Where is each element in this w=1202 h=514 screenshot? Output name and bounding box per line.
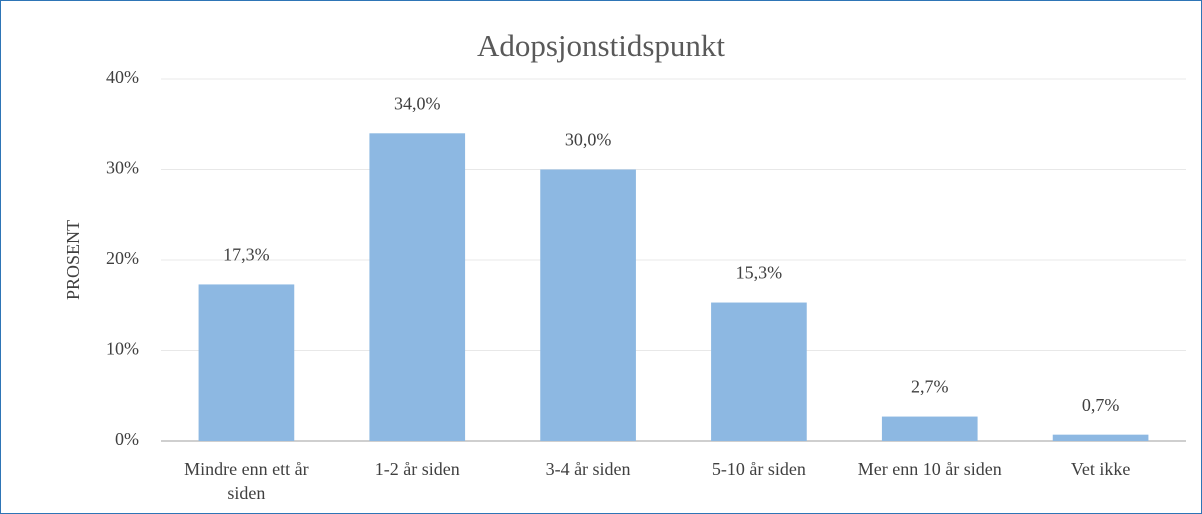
data-label: 0,7% [1082,395,1120,415]
y-tick-label: 20% [106,248,139,268]
x-tick-label: Mer enn 10 år siden [857,459,1002,479]
chart-title: Adopsjonstidspunkt [477,28,725,63]
bar [369,133,466,442]
x-tick-label: Mindre enn ett år siden [184,459,309,503]
y-tick-label: 0% [115,429,139,449]
x-tick-label: Vet ikke [1070,459,1131,479]
bar [1052,434,1149,441]
bar [881,416,978,441]
bar [540,169,636,441]
bar [711,302,807,441]
x-tick-label: 1-2 år siden [374,459,460,479]
bar [198,284,295,441]
y-tick-label: 10% [106,339,139,359]
data-label: 17,3% [223,245,270,265]
y-axis-label: PROSENT [63,220,83,300]
y-tick-label: 40% [106,67,139,87]
data-label: 15,3% [736,263,783,283]
x-tick-label: 3-4 år siden [545,459,631,479]
data-label: 30,0% [565,130,612,150]
data-label: 2,7% [911,377,949,397]
x-tick-label: 5-10 år siden [711,459,806,479]
data-label: 34,0% [394,93,441,113]
y-tick-label: 30% [106,158,139,178]
